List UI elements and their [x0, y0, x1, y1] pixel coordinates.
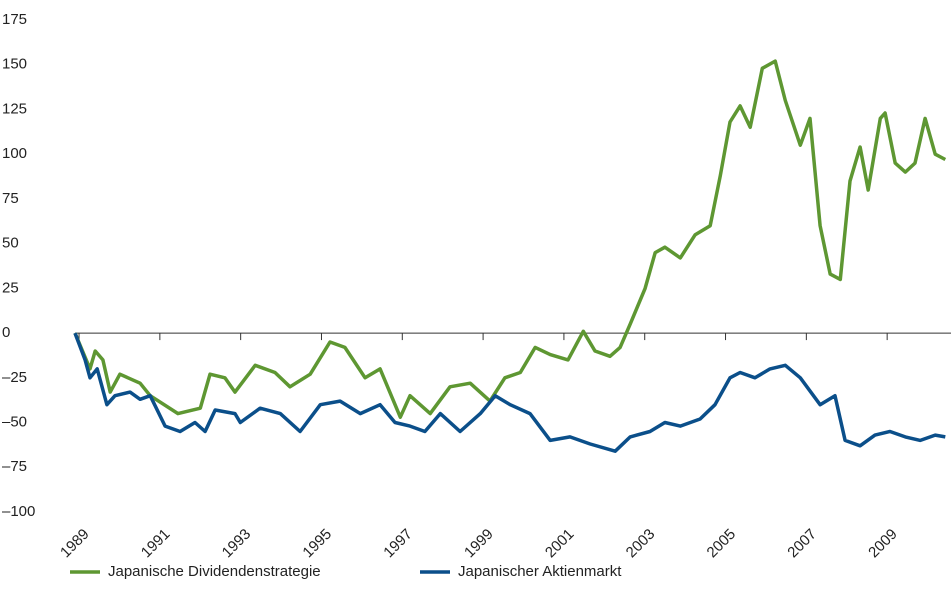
x-tick-label: 2001 — [542, 526, 578, 562]
legend-label: Japanischer Aktienmarkt — [458, 563, 622, 580]
y-tick-label: 175 — [2, 11, 27, 28]
x-tick-label: 2007 — [784, 526, 820, 562]
y-tick-label: 100 — [2, 145, 27, 162]
y-tick-label: –50 — [2, 414, 27, 431]
y-tick-label: 125 — [2, 100, 27, 117]
y-tick-label: –75 — [2, 458, 27, 475]
y-tick-label: 75 — [2, 190, 19, 207]
y-tick-label: 25 — [2, 279, 19, 296]
x-tick-label: 1999 — [461, 526, 497, 562]
y-tick-label: 150 — [2, 56, 27, 73]
x-tick-label: 1995 — [299, 526, 335, 562]
x-tick-label: 1993 — [219, 526, 255, 562]
x-tick-label: 2005 — [704, 526, 740, 562]
series-line — [73, 59, 947, 419]
x-tick-label: 1991 — [138, 526, 174, 562]
y-tick-label: –25 — [2, 369, 27, 386]
legend-label: Japanische Dividendenstrategie — [108, 563, 321, 580]
x-tick-label: 1989 — [57, 526, 93, 562]
x-tick-label: 2003 — [623, 526, 659, 562]
x-tick-label: 1997 — [380, 526, 416, 562]
series-line — [73, 332, 946, 453]
y-tick-label: –100 — [2, 503, 35, 520]
x-tick-label: 2009 — [865, 526, 901, 562]
y-tick-label: 0 — [2, 324, 10, 341]
y-tick-label: 50 — [2, 235, 19, 252]
